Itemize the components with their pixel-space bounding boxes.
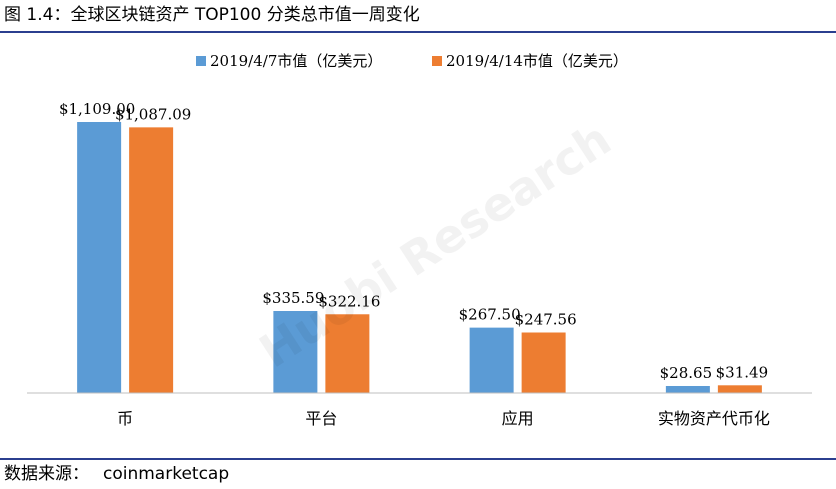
bar	[717, 385, 762, 393]
bar	[469, 327, 514, 393]
data-label: $322.16	[318, 292, 380, 310]
category-label: 应用	[502, 409, 534, 428]
source-label: 数据来源：	[4, 464, 89, 484]
data-label: $267.50	[459, 306, 521, 324]
source-value: coinmarketcap	[103, 464, 230, 484]
bar	[665, 385, 710, 393]
data-label: $28.65	[660, 364, 713, 382]
bar-chart: 2019/4/7市值（亿美元） 2019/4/14市值（亿美元） $1,109.00…	[27, 52, 812, 428]
bar	[77, 122, 122, 393]
data-label: $1,087.09	[115, 105, 191, 123]
bar	[129, 127, 174, 394]
legend-label: 2019/4/7市值（亿美元）	[210, 52, 382, 70]
category-label: 实物资产代币化	[658, 409, 770, 428]
legend-swatch	[196, 56, 206, 66]
chart-area: 2019/4/7市值（亿美元） 2019/4/14市值（亿美元） $1,109.00…	[0, 33, 836, 458]
data-label: $1,109.00	[59, 100, 135, 118]
data-label: $335.59	[262, 289, 324, 307]
data-label: $247.56	[515, 311, 577, 329]
bottom-rule	[0, 458, 836, 460]
category-label: 平台	[305, 409, 337, 428]
legend-swatch	[432, 56, 442, 66]
figure-title: 图 1.4：全球区块链资产 TOP100 分类总市值一周变化	[4, 5, 420, 25]
bar	[273, 310, 318, 393]
category-label: 币	[117, 409, 133, 428]
source-note: 数据来源： coinmarketcap	[4, 462, 229, 486]
top-rule	[0, 31, 836, 33]
data-label: $31.49	[716, 363, 769, 381]
bar	[521, 332, 566, 393]
legend-label: 2019/4/14市值（亿美元）	[446, 52, 628, 70]
bar	[325, 314, 370, 393]
